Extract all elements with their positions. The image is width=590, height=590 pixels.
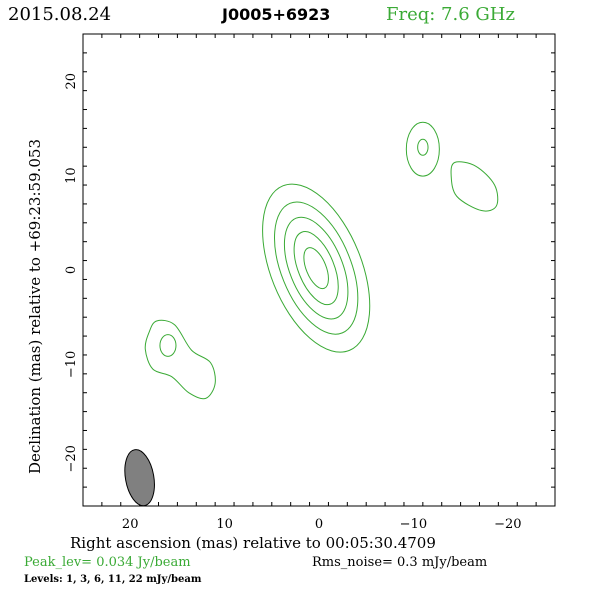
south-east-outer-contour <box>144 319 216 400</box>
beam-layer <box>124 449 155 507</box>
north-west-inner-contour <box>417 138 429 156</box>
x-axis-label: Right ascension (mas) relative to 00:05:… <box>70 534 436 552</box>
rms-noise: Rms_noise= 0.3 mJy/beam <box>312 555 487 570</box>
far-north-west-contour <box>450 161 499 212</box>
contour-levels: Levels: 1, 3, 6, 11, 22 mJy/beam <box>24 574 202 585</box>
axis-ticks: 20 10 0 −10 −20 −20 −10 0 10 20 <box>64 33 556 532</box>
core-contour <box>303 247 329 290</box>
y-tick-label: −20 <box>64 445 79 472</box>
core-contour <box>293 231 339 306</box>
x-tick-label: 10 <box>216 517 233 532</box>
north-west-outer-contour <box>405 121 440 177</box>
y-tick-label: 0 <box>64 266 79 274</box>
x-tick-label: 0 <box>315 517 323 532</box>
header-date: 2015.08.24 <box>8 4 111 25</box>
header-source-name: J0005+6923 <box>221 5 330 24</box>
peak-level: Peak_lev= 0.034 Jy/beam <box>24 555 191 570</box>
x-tick-label: −20 <box>494 517 521 532</box>
south-east-inner-contour <box>159 334 177 357</box>
contour-layer <box>144 121 499 400</box>
y-tick-label: −10 <box>64 351 79 378</box>
header-frequency: Freq: 7.6 GHz <box>386 4 515 25</box>
beam-ellipse <box>124 449 155 507</box>
plot-frame <box>82 33 556 507</box>
x-tick-label: −10 <box>400 517 427 532</box>
y-tick-label: 20 <box>64 73 79 90</box>
y-tick-label: 10 <box>64 167 79 184</box>
x-tick-label: 20 <box>122 517 139 532</box>
y-axis-label: Declination (mas) relative to +69:23:59.… <box>26 139 44 474</box>
core-contour <box>262 183 371 353</box>
core-contour <box>274 201 359 335</box>
core-contour <box>283 216 349 320</box>
